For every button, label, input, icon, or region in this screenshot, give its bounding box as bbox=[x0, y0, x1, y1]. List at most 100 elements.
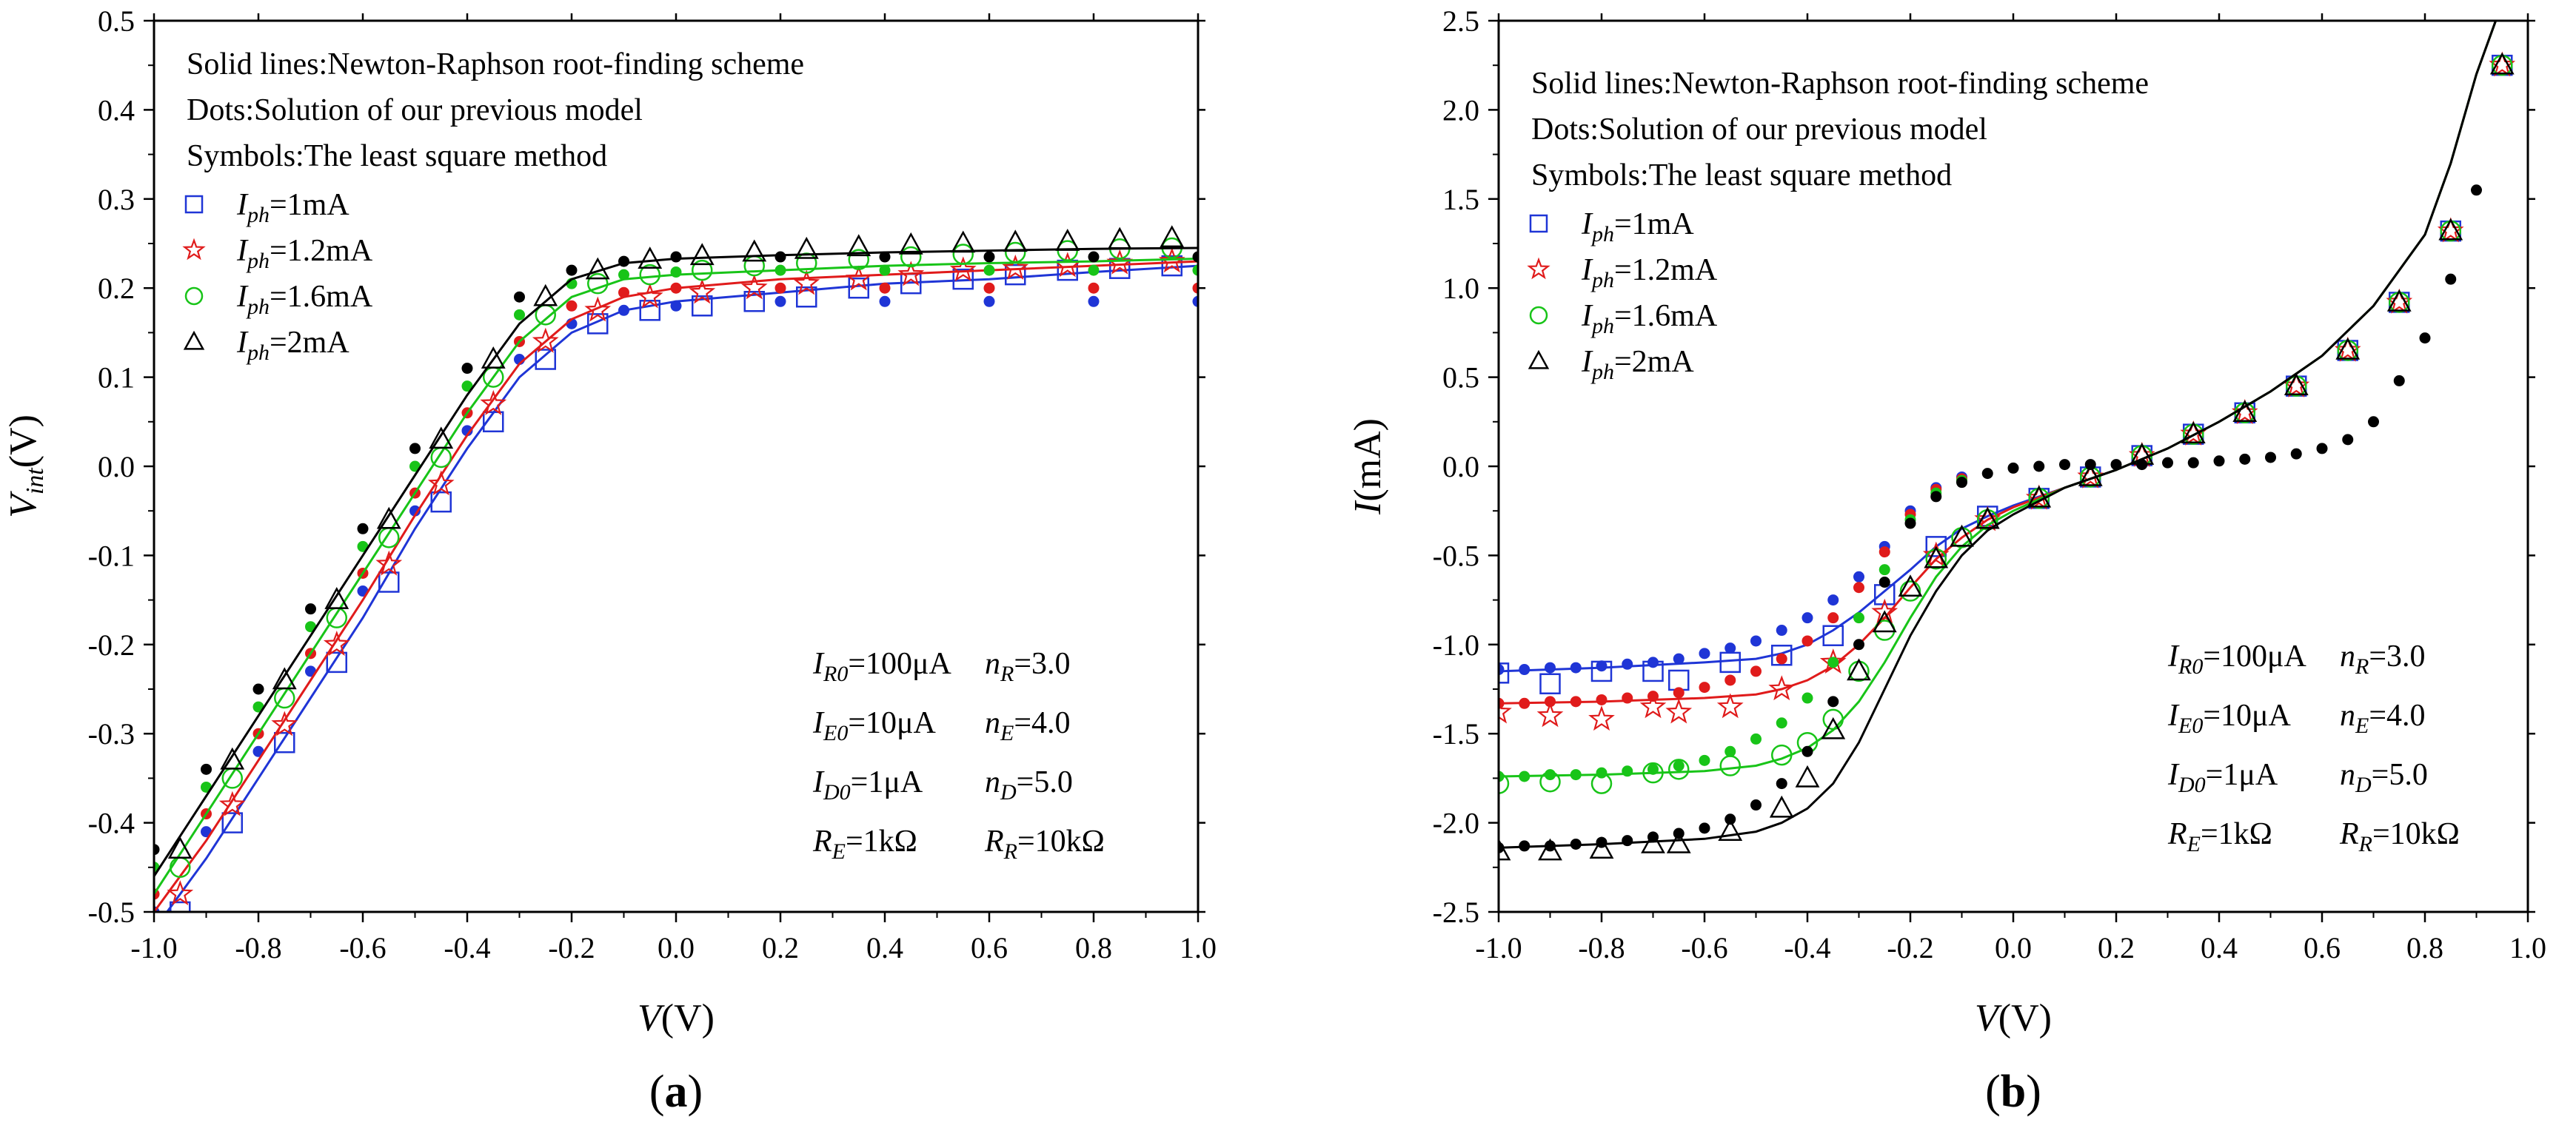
data-dot bbox=[983, 282, 995, 294]
data-dot bbox=[2187, 457, 2199, 469]
data-dot bbox=[566, 300, 578, 312]
data-symbol bbox=[220, 747, 245, 770]
x-tick-label: 0.2 bbox=[2098, 931, 2135, 964]
data-dot bbox=[2290, 448, 2302, 460]
plot-area bbox=[1499, 0, 2516, 861]
data-dot bbox=[1801, 635, 1813, 647]
data-symbol bbox=[1002, 254, 1029, 280]
legend-label: Iph=1mA bbox=[236, 188, 349, 227]
data-dot bbox=[1519, 840, 1530, 852]
data-dot bbox=[2059, 459, 2070, 471]
panel-label: (b) bbox=[1985, 1067, 2041, 1117]
data-symbol bbox=[1107, 226, 1132, 249]
data-dot bbox=[1570, 662, 1582, 674]
data-dot bbox=[1647, 763, 1659, 775]
data-symbol bbox=[1639, 693, 1667, 719]
series-line bbox=[1499, 21, 2498, 673]
data-symbol bbox=[1539, 771, 1561, 793]
data-symbol bbox=[1666, 830, 1691, 853]
data-dot bbox=[2445, 273, 2457, 285]
legend-label: Iph=1.6mA bbox=[1581, 299, 1718, 338]
data-symbol bbox=[1005, 241, 1026, 264]
parameter: RR=10kΩ bbox=[2339, 817, 2460, 856]
data-dot bbox=[775, 282, 786, 294]
data-dot bbox=[1545, 662, 1556, 674]
data-symbol bbox=[587, 272, 609, 295]
data-symbol bbox=[2181, 421, 2206, 443]
data-symbol bbox=[483, 411, 504, 433]
data-symbol bbox=[1003, 229, 1028, 252]
data-dot bbox=[461, 425, 473, 437]
data-symbol bbox=[1822, 625, 1844, 647]
parameter: nR=3.0 bbox=[985, 647, 1071, 686]
data-symbol bbox=[324, 587, 349, 609]
data-dot bbox=[1879, 577, 1890, 588]
data-symbol bbox=[167, 836, 193, 859]
data-symbol bbox=[1589, 836, 1614, 859]
data-symbol bbox=[2438, 218, 2463, 241]
data-dot bbox=[1981, 468, 1993, 480]
data-symbol bbox=[1925, 536, 1947, 557]
parameter: RR=10kΩ bbox=[984, 825, 1105, 864]
data-dot bbox=[1801, 745, 1813, 757]
data-symbol bbox=[1536, 702, 1564, 728]
x-tick-label: -0.6 bbox=[1681, 931, 1727, 964]
data-dot bbox=[2419, 332, 2431, 344]
plot-area bbox=[154, 225, 1198, 912]
data-dot bbox=[2497, 0, 2508, 6]
data-dot bbox=[201, 763, 212, 775]
y-tick-label: -0.5 bbox=[1433, 539, 1479, 572]
data-symbol bbox=[743, 291, 765, 312]
data-symbol bbox=[378, 571, 400, 593]
data-symbol bbox=[794, 236, 819, 259]
data-dot bbox=[1699, 682, 1710, 694]
data-symbol bbox=[1538, 838, 1562, 861]
data-dot bbox=[2239, 453, 2251, 465]
legend-label: Iph=2mA bbox=[1581, 345, 1694, 384]
data-dot bbox=[775, 251, 786, 263]
x-tick-label: 0.0 bbox=[1995, 931, 2032, 964]
chart-b: -1.0 -0.8 -0.6 -0.4 -0.2 0.0 0.2 0.4 0.6 0.8 1.0 -2… bbox=[1347, 0, 2546, 1117]
y-tick-label: -0.5 bbox=[88, 896, 135, 929]
data-symbol bbox=[1718, 819, 1743, 841]
data-dot bbox=[409, 505, 421, 517]
x-tick-label: -1.0 bbox=[130, 931, 177, 964]
data-dot bbox=[1596, 660, 1608, 672]
data-symbol bbox=[1769, 795, 1794, 818]
data-symbol bbox=[848, 277, 869, 299]
y-tick-label: 0.4 bbox=[98, 93, 135, 127]
data-symbol bbox=[1719, 651, 1741, 674]
data-symbol bbox=[1821, 716, 1846, 739]
data-dot bbox=[1622, 765, 1633, 777]
data-dot bbox=[305, 603, 316, 615]
data-dot bbox=[1192, 282, 1198, 294]
data-symbol bbox=[1716, 693, 1744, 719]
data-symbol bbox=[427, 470, 455, 496]
y-tick-label: 0.1 bbox=[98, 361, 135, 395]
legend-marker bbox=[183, 330, 205, 350]
data-symbol bbox=[584, 296, 612, 322]
data-symbol bbox=[638, 246, 663, 269]
data-dot bbox=[1827, 657, 1839, 668]
data-dot bbox=[670, 251, 682, 263]
legend-label: Iph=1mA bbox=[1581, 207, 1694, 246]
legend-marker bbox=[1529, 306, 1548, 325]
data-dot bbox=[1192, 295, 1198, 307]
legend-label: Iph=1.6mA bbox=[236, 280, 373, 319]
parameter: nR=3.0 bbox=[2340, 640, 2426, 679]
parameter: IE0=10μA bbox=[812, 706, 937, 745]
series-2mA bbox=[154, 225, 1198, 877]
series-line bbox=[1499, 21, 2498, 849]
data-dot bbox=[1699, 648, 1710, 660]
data-dot bbox=[1499, 664, 1505, 676]
data-dot bbox=[1192, 264, 1198, 276]
data-symbol bbox=[692, 295, 713, 317]
y-tick-label: 2.0 bbox=[1442, 93, 1479, 127]
y-tick-label: 0.0 bbox=[98, 450, 135, 483]
data-dot bbox=[1596, 694, 1608, 705]
data-symbol bbox=[1005, 264, 1026, 286]
data-symbol bbox=[1768, 675, 1796, 701]
data-symbol bbox=[170, 901, 191, 912]
data-symbol bbox=[221, 812, 243, 833]
x-tick-label: -0.4 bbox=[1784, 931, 1830, 964]
